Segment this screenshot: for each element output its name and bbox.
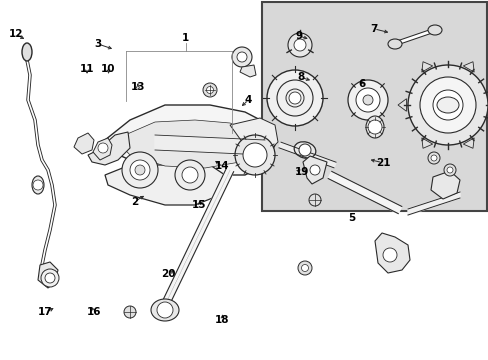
- Circle shape: [203, 83, 217, 97]
- Circle shape: [98, 143, 108, 153]
- Text: 1: 1: [182, 33, 189, 43]
- Circle shape: [231, 47, 251, 67]
- Circle shape: [432, 90, 462, 120]
- Polygon shape: [229, 118, 278, 155]
- Circle shape: [427, 152, 439, 164]
- Circle shape: [298, 144, 310, 156]
- Circle shape: [285, 89, 304, 107]
- Circle shape: [308, 194, 320, 206]
- Text: 16: 16: [86, 307, 101, 318]
- Polygon shape: [463, 62, 473, 72]
- Polygon shape: [303, 156, 326, 184]
- Polygon shape: [421, 138, 432, 148]
- Text: 5: 5: [348, 213, 355, 223]
- Circle shape: [122, 152, 158, 188]
- Circle shape: [309, 165, 319, 175]
- Polygon shape: [463, 138, 473, 148]
- Circle shape: [382, 248, 396, 262]
- Text: 12: 12: [8, 29, 23, 39]
- Ellipse shape: [22, 43, 32, 61]
- Ellipse shape: [436, 97, 458, 113]
- Ellipse shape: [387, 39, 401, 49]
- Circle shape: [347, 80, 387, 120]
- Polygon shape: [38, 262, 58, 288]
- Polygon shape: [327, 171, 401, 213]
- Text: 6: 6: [358, 78, 365, 89]
- Circle shape: [407, 65, 487, 145]
- Polygon shape: [374, 233, 409, 273]
- Circle shape: [182, 167, 198, 183]
- Circle shape: [276, 80, 312, 116]
- Polygon shape: [279, 142, 335, 168]
- Circle shape: [297, 261, 311, 275]
- Text: 17: 17: [38, 307, 53, 318]
- Circle shape: [443, 164, 455, 176]
- Circle shape: [446, 167, 452, 173]
- Circle shape: [362, 95, 372, 105]
- Text: 4: 4: [244, 95, 252, 105]
- Text: 21: 21: [375, 158, 389, 168]
- Polygon shape: [93, 138, 112, 160]
- Text: 8: 8: [297, 72, 304, 82]
- Text: 9: 9: [295, 31, 302, 41]
- Polygon shape: [421, 62, 432, 72]
- Circle shape: [41, 269, 59, 287]
- Polygon shape: [105, 165, 224, 205]
- Ellipse shape: [151, 299, 179, 321]
- Circle shape: [235, 135, 274, 175]
- Circle shape: [45, 273, 55, 283]
- Polygon shape: [118, 120, 258, 168]
- Polygon shape: [161, 168, 233, 307]
- Circle shape: [135, 165, 145, 175]
- Polygon shape: [100, 105, 274, 175]
- Ellipse shape: [32, 176, 44, 194]
- Ellipse shape: [294, 142, 315, 158]
- Circle shape: [237, 52, 246, 62]
- Text: 20: 20: [161, 269, 176, 279]
- Text: 2: 2: [131, 197, 138, 207]
- Polygon shape: [88, 132, 130, 165]
- Circle shape: [206, 86, 213, 94]
- Circle shape: [288, 92, 301, 104]
- Polygon shape: [155, 135, 264, 155]
- Polygon shape: [397, 99, 406, 111]
- Bar: [261, 2, 486, 211]
- Circle shape: [266, 70, 323, 126]
- Ellipse shape: [365, 116, 383, 138]
- Circle shape: [33, 180, 43, 190]
- Polygon shape: [74, 133, 94, 154]
- Circle shape: [293, 39, 305, 51]
- Text: 13: 13: [130, 82, 145, 92]
- Ellipse shape: [427, 25, 441, 35]
- Circle shape: [243, 143, 266, 167]
- Circle shape: [124, 306, 136, 318]
- Circle shape: [287, 33, 311, 57]
- Circle shape: [419, 77, 475, 133]
- Circle shape: [430, 155, 436, 161]
- Circle shape: [367, 120, 381, 134]
- Text: 11: 11: [80, 64, 94, 74]
- Polygon shape: [430, 171, 459, 199]
- Text: 19: 19: [294, 167, 309, 177]
- Circle shape: [175, 160, 204, 190]
- Text: 18: 18: [215, 315, 229, 325]
- Text: 3: 3: [94, 39, 101, 49]
- Text: 15: 15: [192, 200, 206, 210]
- Circle shape: [130, 160, 150, 180]
- Polygon shape: [240, 65, 256, 77]
- Text: 14: 14: [215, 161, 229, 171]
- Text: 10: 10: [101, 64, 116, 74]
- Circle shape: [157, 302, 173, 318]
- Polygon shape: [407, 192, 459, 215]
- Circle shape: [355, 88, 379, 112]
- Text: 7: 7: [369, 24, 377, 34]
- Circle shape: [301, 265, 308, 271]
